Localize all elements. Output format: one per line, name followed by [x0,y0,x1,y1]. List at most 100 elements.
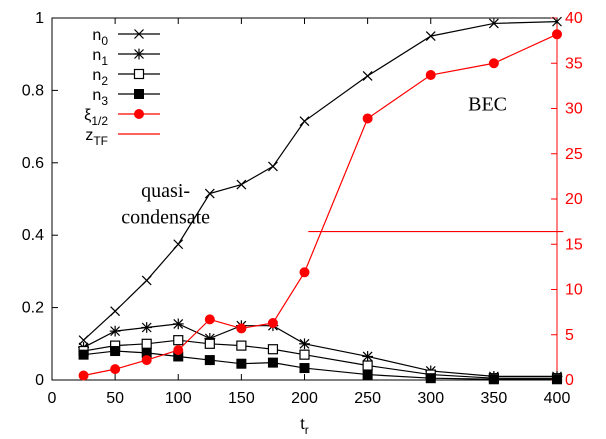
legend-entry: n0 [92,27,160,48]
data-point [141,338,152,349]
data-point [299,338,310,350]
series-line [83,33,558,377]
series-line [83,339,557,379]
data-point [267,344,279,355]
marker-filled-circle [299,267,310,278]
marker-star [109,325,121,337]
legend-label-sub: 2 [101,74,108,88]
data-point [488,58,499,69]
legend-entry: n1 [92,47,160,68]
marker-filled-circle [362,113,373,124]
data-point [267,357,278,368]
y-tick-label-right: 0 [565,372,574,389]
marker-filled-square [362,369,373,380]
marker-star [299,338,310,350]
data-point [173,345,184,356]
data-point [425,31,436,42]
data-point [78,370,89,381]
marker-open-square [204,338,215,349]
marker-filled-circle [204,314,215,325]
marker-stroke [268,161,278,172]
legend-label: ξ1/2 [84,107,108,128]
legend-label-sub: 1/2 [91,114,108,128]
y-tick-label-left: 0.4 [22,227,44,244]
y-tick-label-left: 0.2 [22,300,44,317]
data-point [552,29,562,40]
marker-stroke [552,16,562,27]
legend-label: n0 [92,27,108,48]
series-line [83,350,557,380]
data-point [362,351,374,362]
y-tick-label-right: 35 [565,55,583,72]
data-point [236,179,247,190]
data-point [425,70,436,81]
data-point [236,323,247,334]
marker-open-square [267,344,279,355]
x-axis-label: tr [300,416,308,437]
marker-x [78,335,89,346]
data-point [141,355,152,366]
data-point [109,325,121,337]
legend-entry: n3 [92,87,160,108]
legend-label: n2 [92,67,108,88]
x-axis-title: tr [300,416,308,437]
y-tick-label-right: 20 [565,191,583,208]
data-point [236,358,247,369]
marker-filled-square [552,374,562,385]
marker-x [134,29,144,39]
marker-open-square [236,340,247,351]
data-point [173,239,184,250]
legend-label-sub: TF [93,134,108,148]
x-axis-title-sub: r [305,423,309,437]
marker-open-square [299,349,310,360]
y-tick-label-right: 40 [565,10,583,27]
marker-filled-square [267,357,278,368]
marker-star [172,318,184,330]
marker-stroke [236,179,247,190]
data-point [78,349,89,360]
legend-entry: n2 [92,67,160,88]
data-point [110,364,121,375]
marker-filled-square [425,373,436,384]
marker-open-square [133,68,145,80]
marker-stroke [362,70,373,81]
series-layer [78,16,564,385]
x-tick-label: 300 [417,390,444,407]
x-tick-label: 150 [228,390,255,407]
y-tick-label-right: 10 [565,282,583,299]
annotation: quasi- [141,180,190,202]
marker-x [299,116,310,127]
data-point [110,346,121,357]
data-point [299,267,310,278]
data-point [268,161,278,172]
data-point [362,113,373,124]
marker-filled-square [78,349,89,360]
y-tick-label-right: 5 [565,327,574,344]
marker-star [141,322,153,333]
y-tick-label-right: 15 [565,236,583,253]
marker-filled-square [488,374,499,385]
annotation: BEC [468,93,507,115]
data-point [141,322,153,333]
marker-x [425,31,436,42]
legend-label: n3 [92,87,108,108]
legend-label: n1 [92,47,108,68]
marker-stroke [425,31,436,42]
marker-filled-circle [236,323,247,334]
marker-x [488,18,499,29]
legend-entry: zTF [85,127,160,148]
marker-x [236,179,247,190]
marker-filled-circle [267,317,278,328]
data-point [141,275,152,286]
legend-label-sub: 0 [101,34,108,48]
marker-filled-square [299,363,310,374]
x-tick-label: 100 [165,390,192,407]
data-point [299,116,310,127]
annotations: BEC quasi-condensate [121,93,507,228]
marker-filled-circle [488,58,499,69]
marker-filled-circle [78,370,89,381]
marker-filled-square [134,89,144,99]
marker-filled-square [110,346,121,357]
